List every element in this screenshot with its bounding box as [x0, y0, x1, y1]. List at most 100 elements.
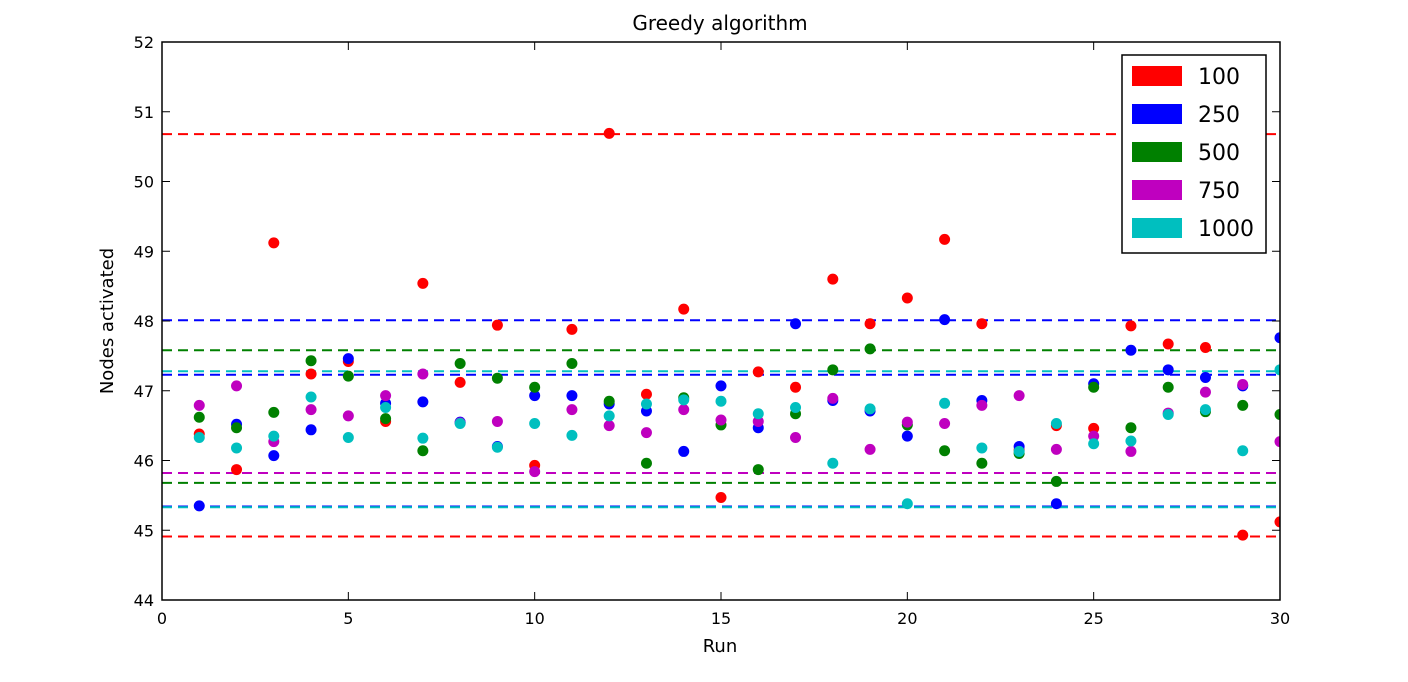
point-250-run-11: [566, 390, 578, 402]
point-1000-run-11: [566, 429, 578, 441]
point-500-run-9: [491, 372, 503, 384]
point-1000-run-29: [1237, 445, 1249, 457]
point-500-run-10: [529, 381, 541, 393]
x-tick-label-5: 5: [343, 609, 353, 628]
point-100-run-19: [864, 318, 876, 330]
x-tick-label-30: 30: [1270, 609, 1290, 628]
point-1000-run-2: [231, 442, 243, 454]
point-100-run-3: [268, 237, 280, 249]
y-tick-label-50: 50: [134, 173, 154, 192]
point-750-run-30: [1274, 436, 1280, 448]
point-100-run-14: [678, 303, 690, 315]
point-100-run-26: [1125, 320, 1137, 332]
point-500-run-8: [454, 358, 466, 370]
point-500-run-21: [939, 445, 951, 457]
point-500-run-1: [193, 411, 205, 423]
y-tick-label-48: 48: [134, 312, 154, 331]
legend: 100 250 500 750 1000: [1121, 54, 1267, 254]
point-1000-run-16: [752, 408, 764, 420]
point-1000-run-18: [827, 457, 839, 469]
point-250-run-20: [901, 430, 913, 442]
point-500-run-3: [268, 406, 280, 418]
point-750-run-24: [1050, 443, 1062, 455]
point-1000-run-12: [603, 410, 615, 422]
point-1000-run-17: [790, 401, 802, 413]
point-250-run-7: [417, 396, 429, 408]
point-1000-run-7: [417, 432, 429, 444]
point-250-run-1: [193, 500, 205, 512]
point-1000-run-4: [305, 391, 317, 403]
point-750-run-25: [1088, 430, 1100, 442]
point-1000-run-28: [1199, 404, 1211, 416]
point-100-run-8: [454, 376, 466, 388]
plot-data-group: [162, 127, 1280, 541]
point-100-run-4: [305, 368, 317, 380]
point-1000-run-1: [193, 431, 205, 443]
point-250-run-14: [678, 445, 690, 457]
point-100-run-7: [417, 277, 429, 289]
y-tick-label-52: 52: [134, 33, 154, 52]
point-750-run-2: [231, 380, 243, 392]
point-100-run-16: [752, 366, 764, 378]
point-1000-run-5: [342, 431, 354, 443]
point-750-run-1: [193, 399, 205, 411]
x-tick-label-10: 10: [524, 609, 544, 628]
point-1000-run-21: [939, 397, 951, 409]
point-750-run-17: [790, 431, 802, 443]
point-1000-run-25: [1088, 438, 1100, 450]
point-100-run-12: [603, 127, 615, 139]
point-100-run-15: [715, 491, 727, 503]
point-750-run-22: [976, 399, 988, 411]
x-axis-label: Run: [703, 636, 738, 657]
point-500-run-29: [1237, 399, 1249, 411]
point-500-run-11: [566, 358, 578, 370]
point-1000-run-10: [529, 418, 541, 430]
point-100-run-25: [1088, 422, 1100, 434]
point-750-run-14: [678, 404, 690, 416]
legend-label-750: 750: [1198, 179, 1240, 204]
point-750-run-26: [1125, 445, 1137, 457]
point-1000-run-13: [640, 398, 652, 410]
y-tick-label-47: 47: [134, 382, 154, 401]
legend-label-500: 500: [1198, 141, 1240, 166]
point-500-run-12: [603, 395, 615, 407]
point-1000-run-27: [1162, 408, 1174, 420]
point-1000-run-20: [901, 498, 913, 510]
y-tick-label-45: 45: [134, 521, 154, 540]
legend-label-250: 250: [1198, 103, 1240, 128]
point-750-run-15: [715, 414, 727, 426]
y-tick-label-46: 46: [134, 452, 154, 471]
point-250-run-27: [1162, 364, 1174, 376]
point-1000-run-22: [976, 442, 988, 454]
point-750-run-5: [342, 410, 354, 422]
y-tick-label-49: 49: [134, 242, 154, 261]
point-500-run-16: [752, 464, 764, 476]
point-1000-run-15: [715, 395, 727, 407]
point-250-run-17: [790, 318, 802, 330]
point-750-run-7: [417, 368, 429, 380]
point-750-run-4: [305, 404, 317, 416]
point-500-run-5: [342, 370, 354, 382]
point-500-run-25: [1088, 381, 1100, 393]
legend-swatch-1000: [1132, 218, 1182, 238]
point-500-run-26: [1125, 422, 1137, 434]
x-tick-label-15: 15: [711, 609, 731, 628]
legend-swatch-250: [1132, 104, 1182, 124]
point-1000-run-3: [268, 430, 280, 442]
point-1000-run-6: [380, 401, 392, 413]
point-100-run-22: [976, 318, 988, 330]
legend-swatch-750: [1132, 180, 1182, 200]
point-750-run-16: [752, 415, 764, 427]
point-500-run-2: [231, 422, 243, 434]
point-1000-run-19: [864, 403, 876, 415]
point-750-run-11: [566, 404, 578, 416]
point-100-run-28: [1199, 342, 1211, 354]
point-100-run-9: [491, 319, 503, 331]
point-100-run-27: [1162, 338, 1174, 350]
point-500-run-6: [380, 413, 392, 425]
point-750-run-12: [603, 420, 615, 432]
point-250-run-30: [1274, 332, 1280, 344]
point-1000-run-23: [1013, 445, 1025, 457]
